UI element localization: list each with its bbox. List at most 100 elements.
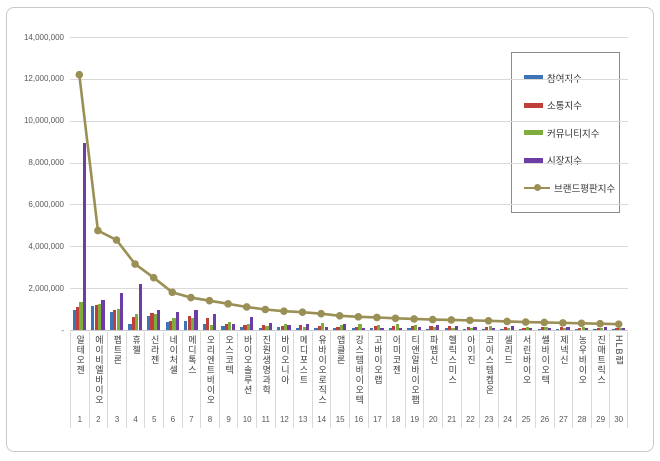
bar-소통지수-16	[354, 326, 359, 330]
gridline	[70, 120, 628, 122]
x-label-cell: 앱클론 15	[330, 332, 349, 428]
bar-시장지수-17	[380, 327, 384, 330]
bar-커뮤니티지수-9	[228, 322, 232, 330]
bar-소통지수-12	[280, 325, 284, 330]
category-label: 에이비엘바이오	[93, 335, 103, 405]
y-axis-tick-label: 8,000,000	[28, 158, 64, 168]
bar-참여지수-14	[314, 327, 318, 330]
x-label-cell: 에이비엘바이오 2	[88, 332, 108, 428]
line-marker-7	[187, 293, 195, 302]
bar-시장지수-10	[250, 316, 254, 330]
bar-소통지수-22	[466, 326, 470, 330]
bar-커뮤니티지수-17	[376, 324, 381, 330]
bar-시장지수-29	[603, 327, 607, 330]
bar-시장지수-7	[194, 310, 198, 330]
bar-시장지수-4	[138, 283, 142, 330]
bar-시장지수-9	[231, 324, 235, 330]
line-marker-6	[168, 288, 177, 297]
line-marker-9	[224, 300, 232, 308]
bar-참여지수-24	[500, 328, 504, 330]
category-label: 휴젤	[131, 335, 141, 355]
category-label: 알테오젠	[75, 335, 85, 375]
bar-시장지수-8	[212, 313, 217, 330]
category-label: 셀리드	[503, 335, 513, 365]
line-marker-18	[391, 314, 400, 323]
bar-소통지수-24	[503, 326, 508, 330]
gridline	[70, 162, 628, 164]
line-marker-30	[614, 320, 623, 328]
bar-커뮤니티지수-20	[432, 326, 437, 330]
bar-커뮤니티지수-23	[488, 325, 492, 330]
bar-시장지수-11	[268, 322, 273, 330]
bar-참여지수-6	[165, 322, 169, 330]
bar-소통지수-15	[336, 326, 340, 330]
bar-시장지수-13	[305, 323, 310, 330]
line-marker-2	[94, 226, 102, 235]
line-marker-29	[596, 319, 604, 328]
bar-시장지수-19	[417, 326, 421, 330]
bar-소통지수-30	[615, 328, 619, 330]
rank-number: 20	[428, 415, 438, 424]
bar-시장지수-24	[510, 325, 514, 330]
bar-시장지수-25	[529, 327, 533, 330]
x-label-cell: 셀리드 24	[497, 332, 517, 428]
x-label-cell: 헬릭스미스 21	[442, 332, 461, 428]
rank-number: 7	[189, 415, 194, 424]
legend-item-community-index: 커뮤니티지수	[524, 126, 619, 140]
x-label-cell: 강스템바이오텍 16	[349, 332, 368, 428]
bar-참여지수-18	[388, 328, 393, 330]
x-label-cell: 알테오젠 1	[70, 332, 89, 428]
category-label: 아미코젠	[391, 335, 401, 375]
bar-커뮤니티지수-19	[414, 324, 418, 330]
bar-시장지수-14	[324, 326, 328, 330]
x-label-cell: 농우바이오 28	[572, 332, 591, 428]
line-marker-3	[112, 236, 121, 244]
bar-시장지수-5	[157, 310, 161, 330]
bar-참여지수-1	[72, 310, 76, 330]
legend-label: 브랜드평판지수	[554, 183, 616, 195]
line-marker-4	[131, 260, 139, 268]
category-label: 메디포스트	[298, 335, 308, 385]
x-label-cell: 메디포스트 13	[293, 332, 312, 428]
bar-소통지수-25	[522, 327, 526, 330]
x-label-cell: 제넥신 27	[553, 332, 573, 428]
bar-참여지수-16	[351, 328, 355, 330]
category-label: 진매트릭스	[596, 335, 606, 385]
x-label-cell: 유바이오로직스 14	[311, 332, 331, 428]
legend-item-participation-index: 참여지수	[524, 71, 619, 85]
bar-소통지수-10	[243, 324, 247, 330]
rank-number: 12	[279, 415, 289, 424]
bar-참여지수-9	[221, 326, 225, 330]
bar-소통지수-9	[224, 323, 229, 330]
category-label: 신라젠	[149, 335, 159, 365]
x-label-cell: 아이진 22	[460, 332, 480, 428]
line-marker-25	[521, 318, 530, 326]
line-marker-1	[75, 70, 84, 79]
category-label: 파멥신	[428, 335, 438, 365]
x-label-cell: 티앤알바이오팹 19	[404, 332, 424, 428]
bar-소통지수-26	[540, 327, 545, 330]
y-axis-tick-label: 2,000,000	[28, 283, 64, 293]
category-label: 아이진	[465, 335, 475, 365]
bar-소통지수-19	[410, 325, 415, 330]
bar-소통지수-18	[392, 325, 396, 330]
y-axis-tick-label: 12,000,000	[23, 74, 64, 84]
rank-number: 6	[170, 415, 176, 424]
bar-커뮤니티지수-25	[525, 326, 530, 330]
bar-소통지수-20	[429, 325, 433, 330]
bar-커뮤니티지수-10	[246, 323, 251, 330]
legend-line-marker-icon	[524, 183, 550, 192]
line-marker-10	[242, 303, 251, 311]
legend-item-brand-reputation-index: 브랜드평판지수	[524, 181, 619, 195]
bar-참여지수-30	[611, 329, 616, 330]
rank-number: 4	[133, 415, 138, 424]
bar-커뮤니티지수-22	[469, 327, 474, 330]
category-label: 유바이오로직스	[317, 335, 327, 405]
rank-number: 27	[558, 415, 568, 424]
bar-참여지수-17	[370, 327, 374, 330]
rank-number: 23	[484, 415, 494, 424]
legend-item-market-index: 시장지수	[524, 153, 619, 167]
bar-소통지수-27	[559, 327, 563, 330]
line-marker-20	[428, 315, 437, 324]
